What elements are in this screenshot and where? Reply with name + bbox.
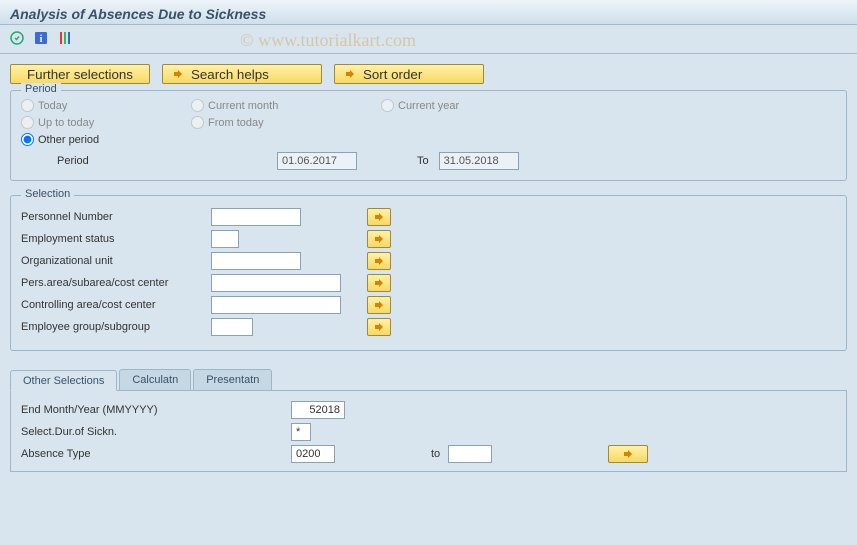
radio-from-today[interactable]: From today [191, 116, 381, 129]
end-month-input[interactable] [291, 401, 345, 419]
field-label: Controlling area/cost center [21, 299, 201, 311]
field-label: Personnel Number [21, 211, 201, 223]
selection-input[interactable] [211, 318, 253, 336]
selection-row: Organizational unit [21, 252, 836, 270]
button-label: Search helps [191, 67, 269, 82]
info-icon[interactable]: i [32, 29, 50, 47]
selection-input[interactable] [211, 252, 301, 270]
selection-row: Employment status [21, 230, 836, 248]
period-to-label: To [417, 155, 429, 167]
abs-type-label: Absence Type [21, 448, 201, 460]
period-from-input[interactable] [277, 152, 357, 170]
multiple-selection-button[interactable] [367, 274, 391, 292]
radio-today[interactable]: Today [21, 99, 191, 112]
radio-up-to-today[interactable]: Up to today [21, 116, 191, 129]
sort-order-button[interactable]: Sort order [334, 64, 484, 84]
dur-input[interactable] [291, 423, 311, 441]
tab-other-selections[interactable]: Other Selections [10, 370, 117, 391]
multiple-selection-button[interactable] [367, 252, 391, 270]
field-label: Employment status [21, 233, 201, 245]
button-label: Further selections [27, 67, 133, 82]
variant-icon[interactable] [56, 29, 74, 47]
tab-presentatn[interactable]: Presentatn [193, 369, 272, 390]
search-helps-button[interactable]: Search helps [162, 64, 322, 84]
radio-current-year[interactable]: Current year [381, 99, 571, 112]
arrow-right-icon [343, 67, 357, 81]
period-group: Period Today Current month Current year … [10, 90, 847, 181]
execute-icon[interactable] [8, 29, 26, 47]
selection-row: Employee group/subgroup [21, 318, 836, 336]
arrow-right-icon [171, 67, 185, 81]
multiple-selection-button[interactable] [367, 208, 391, 226]
abs-type-to-input[interactable] [448, 445, 492, 463]
selection-input[interactable] [211, 274, 341, 292]
radio-other-period[interactable]: Other period [21, 133, 191, 146]
tab-other-selections-body: End Month/Year (MMYYYY) Select.Dur.of Si… [10, 391, 847, 472]
field-label: Pers.area/subarea/cost center [21, 277, 201, 289]
selection-buttons: Further selections Search helps Sort ord… [10, 64, 847, 84]
selection-row: Controlling area/cost center [21, 296, 836, 314]
group-title: Selection [21, 188, 74, 200]
multiple-selection-button[interactable] [367, 296, 391, 314]
period-label: Period [57, 155, 137, 167]
icon-toolbar: i [0, 25, 857, 54]
tabstrip: Other SelectionsCalculatnPresentatn [10, 369, 847, 391]
field-label: Employee group/subgroup [21, 321, 201, 333]
multiple-selection-button[interactable] [367, 230, 391, 248]
abs-to-label: to [431, 448, 440, 460]
period-to-input[interactable] [439, 152, 519, 170]
svg-text:i: i [40, 34, 43, 45]
selection-input[interactable] [211, 296, 341, 314]
multiple-selection-button[interactable] [367, 318, 391, 336]
end-month-label: End Month/Year (MMYYYY) [21, 404, 201, 416]
dur-label: Select.Dur.of Sickn. [21, 426, 201, 438]
selection-group: Selection Personnel NumberEmployment sta… [10, 195, 847, 351]
selection-input[interactable] [211, 230, 239, 248]
abs-type-from-input[interactable] [291, 445, 335, 463]
page-title: Analysis of Absences Due to Sickness [0, 0, 857, 25]
radio-current-month[interactable]: Current month [191, 99, 381, 112]
further-selections-button[interactable]: Further selections [10, 64, 150, 84]
field-label: Organizational unit [21, 255, 201, 267]
group-title: Period [21, 83, 61, 95]
selection-row: Personnel Number [21, 208, 836, 226]
selection-row: Pers.area/subarea/cost center [21, 274, 836, 292]
tab-calculatn[interactable]: Calculatn [119, 369, 191, 390]
multiple-selection-button[interactable] [608, 445, 648, 463]
selection-input[interactable] [211, 208, 301, 226]
button-label: Sort order [363, 67, 422, 82]
